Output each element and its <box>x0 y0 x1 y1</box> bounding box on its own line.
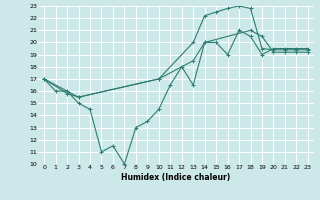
X-axis label: Humidex (Indice chaleur): Humidex (Indice chaleur) <box>121 173 231 182</box>
